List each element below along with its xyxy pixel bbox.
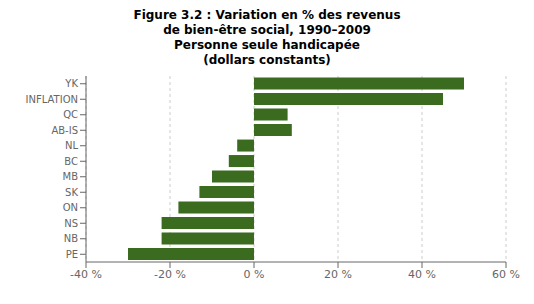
html-text:Figure 3.2 : Variation en % de: Figure 3.2 : Variation en % des revenus bbox=[133, 8, 401, 22]
svg-text:NL: NL bbox=[65, 140, 78, 151]
svg-text:BC: BC bbox=[64, 156, 78, 167]
svg-text:QC: QC bbox=[63, 109, 78, 120]
svg-text:20 %: 20 % bbox=[324, 268, 352, 281]
svg-text:PE: PE bbox=[66, 249, 78, 260]
svg-text:AB-IS: AB-IS bbox=[51, 125, 78, 136]
svg-text:60 %: 60 % bbox=[492, 268, 520, 281]
svg-text:INFLATION: INFLATION bbox=[26, 94, 78, 105]
svg-text:-20 %: -20 % bbox=[154, 268, 186, 281]
svg-text:ON: ON bbox=[63, 202, 78, 213]
svg-text:YK: YK bbox=[64, 78, 78, 89]
html-text:Personne seule handicapée: Personne seule handicapée bbox=[174, 38, 360, 52]
svg-text:0 %: 0 % bbox=[244, 268, 265, 281]
svg-text:MB: MB bbox=[63, 171, 79, 182]
svg-text:NB: NB bbox=[64, 233, 78, 244]
svg-text:NS: NS bbox=[64, 218, 78, 229]
svg-text:SK: SK bbox=[65, 187, 78, 198]
html-text:de bien-être social, 1990–2009: de bien-être social, 1990–2009 bbox=[163, 23, 371, 37]
svg-text:-40 %: -40 % bbox=[70, 268, 102, 281]
html-text:(dollars constants): (dollars constants) bbox=[203, 53, 331, 67]
svg-text:40 %: 40 % bbox=[408, 268, 436, 281]
